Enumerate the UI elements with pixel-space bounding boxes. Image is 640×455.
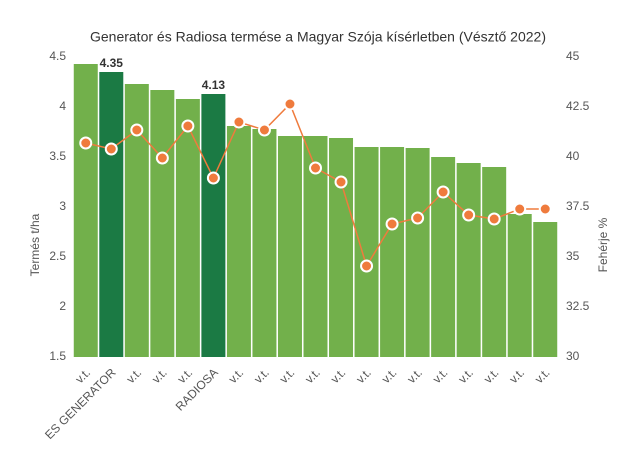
line-point [283, 97, 297, 111]
x-tick-label: v.t. [251, 365, 272, 386]
line-point [360, 259, 374, 273]
bar [201, 94, 226, 357]
bar [175, 99, 200, 357]
line-point [206, 171, 220, 185]
bar [431, 157, 456, 357]
line-point [385, 217, 399, 231]
y-tick-label: 4 [59, 99, 66, 113]
value-label: 4.13 [202, 78, 226, 92]
line-point [232, 115, 246, 129]
line-point [181, 119, 195, 133]
y-tick-label: 4.5 [49, 49, 66, 63]
y2-tick-label: 42.5 [566, 99, 590, 113]
y2-tick-label: 35 [566, 249, 580, 263]
bar [124, 84, 149, 357]
bar [354, 147, 379, 357]
bar [507, 214, 532, 357]
bar [329, 138, 354, 357]
line-point [462, 208, 476, 222]
x-tick-label: v.t. [379, 365, 400, 386]
y-tick-label: 2 [59, 299, 66, 313]
bar [533, 222, 558, 357]
y2-tick-label: 37.5 [566, 199, 590, 213]
line-point [487, 212, 501, 226]
bar [252, 129, 277, 357]
y-axis-label: Termés t/ha [28, 213, 42, 276]
bar [150, 90, 175, 357]
line-point [411, 211, 425, 225]
bar [277, 136, 302, 357]
bar [303, 136, 328, 357]
line-point [513, 202, 527, 216]
y2-tick-label: 30 [566, 349, 580, 363]
x-tick-label: v.t. [149, 365, 170, 386]
bar [73, 64, 98, 357]
bar [99, 72, 124, 357]
line-point [104, 142, 118, 156]
y-tick-label: 2.5 [49, 249, 66, 263]
line-point [538, 202, 552, 216]
x-tick-label: v.t. [404, 365, 425, 386]
line-point [155, 151, 169, 165]
y2-tick-label: 45 [566, 49, 580, 63]
chart-title: Generator és Radiosa termése a Magyar Sz… [90, 29, 546, 45]
x-tick-label: v.t. [226, 365, 247, 386]
bar [405, 148, 430, 357]
bar [482, 167, 507, 357]
x-tick-label: v.t. [532, 365, 553, 386]
x-tick-label: v.t. [455, 365, 476, 386]
line-point [436, 185, 450, 199]
line-point [309, 161, 322, 175]
y-tick-label: 3.5 [49, 149, 66, 163]
y-tick-label: 3 [59, 199, 66, 213]
x-tick-label: v.t. [277, 365, 298, 386]
x-tick-label: v.t. [302, 365, 323, 386]
line-point [79, 136, 93, 150]
y2-axis-label: Fehérje % [596, 217, 610, 272]
bar [226, 126, 251, 357]
x-tick-label: v.t. [124, 365, 145, 386]
x-tick-label: v.t. [481, 365, 502, 386]
x-tick-label: v.t. [353, 365, 374, 386]
x-tick-label: v.t. [328, 365, 349, 386]
y-tick-label: 1.5 [49, 349, 66, 363]
line-point [334, 175, 348, 189]
bar [456, 163, 481, 357]
y2-tick-label: 32.5 [566, 299, 590, 313]
value-label: 4.35 [100, 56, 124, 70]
x-tick-label: v.t. [430, 365, 451, 386]
x-tick-label: v.t. [506, 365, 527, 386]
line-point [257, 123, 271, 137]
line-point [130, 123, 144, 137]
y2-tick-label: 40 [566, 149, 580, 163]
bar [380, 147, 405, 357]
